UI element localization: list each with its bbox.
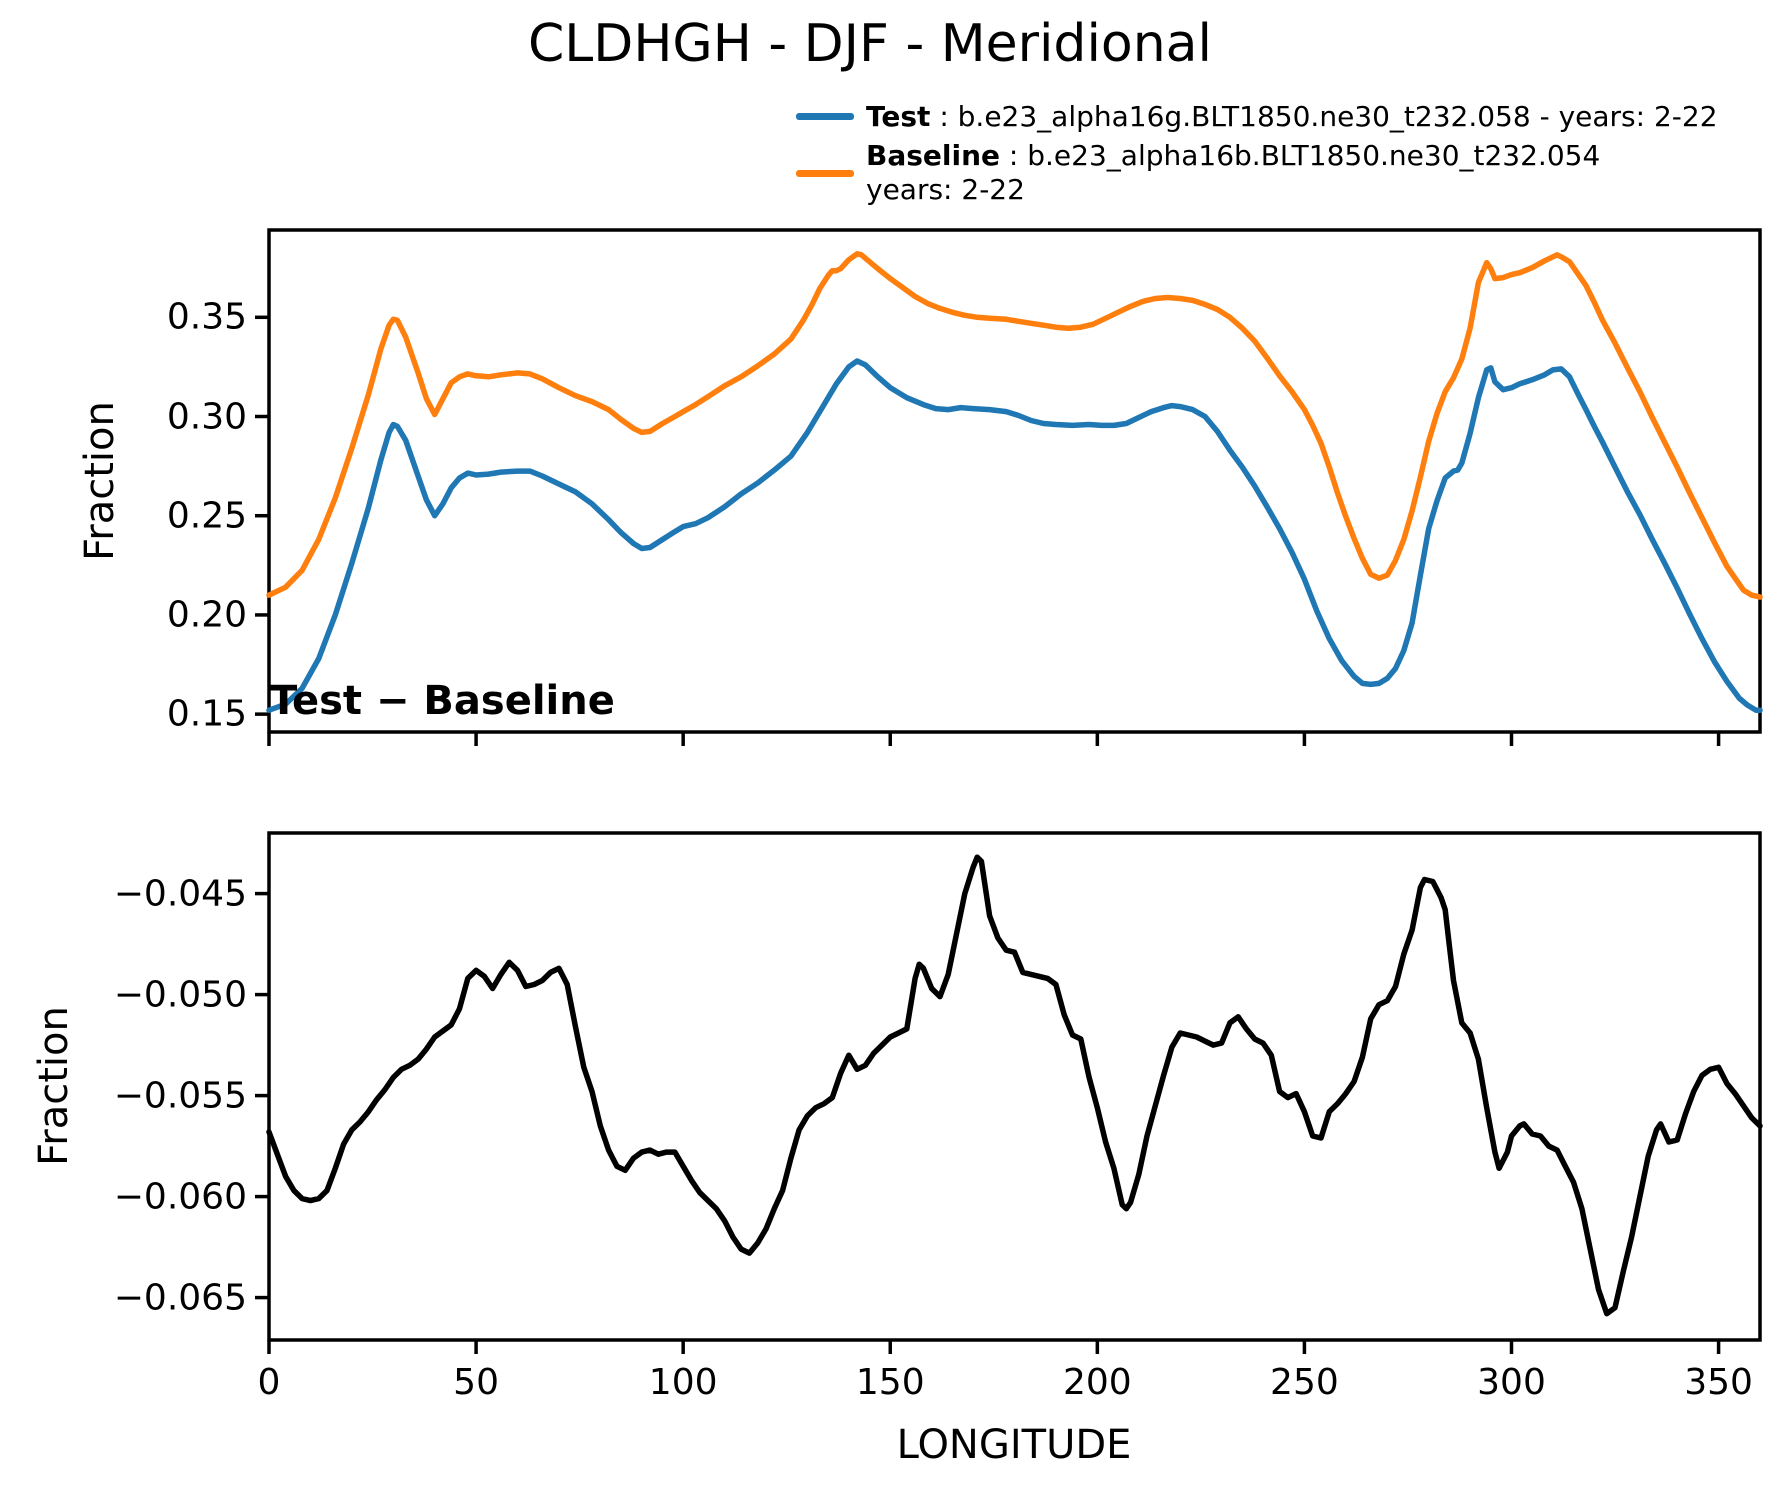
legend-entry-baseline: Baseline : b.e23_alpha16b.BLT1850.ne30_t… <box>796 139 1718 207</box>
series-line-baseline <box>266 251 1763 600</box>
top-yaxis-label: Fraction <box>77 401 123 561</box>
y-tick-label: −0.045 <box>113 873 247 915</box>
y-tick-label: 0.35 <box>166 296 247 338</box>
legend-text-baseline: Baseline : b.e23_alpha16b.BLT1850.ne30_t… <box>866 139 1601 206</box>
legend-text-test: Test : b.e23_alpha16g.BLT1850.ne30_t232.… <box>866 100 1718 133</box>
test-line-swatch <box>796 113 854 120</box>
x-tick-label: 0 <box>257 1362 281 1403</box>
page-title: CLDHGH - DJF - Meridional <box>528 14 1212 74</box>
axes-box-1 <box>267 831 1762 1342</box>
x-tick-label: 150 <box>855 1362 925 1403</box>
bottom-yaxis-label: Fraction <box>31 1006 77 1166</box>
xaxis-label: LONGITUDE <box>896 1422 1132 1468</box>
x-tick-label: 50 <box>453 1362 499 1403</box>
series-line-test-baseline <box>266 854 1763 1317</box>
y-tick-label: −0.065 <box>113 1277 247 1319</box>
x-tick-label: 300 <box>1477 1362 1546 1403</box>
y-tick-label: 0.25 <box>166 495 247 537</box>
x-tick-label: 350 <box>1684 1362 1753 1403</box>
y-tick-label: −0.050 <box>113 974 247 1016</box>
diff-subtitle: Test − Baseline <box>270 678 615 724</box>
series-line-test <box>266 358 1763 713</box>
y-tick-label: −0.055 <box>113 1075 247 1117</box>
y-tick-label: 0.30 <box>166 396 247 437</box>
legend: Test : b.e23_alpha16g.BLT1850.ne30_t232.… <box>796 100 1718 213</box>
y-tick-label: −0.060 <box>113 1176 247 1218</box>
legend-entry-test: Test : b.e23_alpha16g.BLT1850.ne30_t232.… <box>796 100 1718 133</box>
y-tick-label: 0.20 <box>166 594 247 636</box>
x-tick-label: 250 <box>1270 1362 1339 1403</box>
y-tick-label: 0.15 <box>166 693 247 735</box>
x-tick-label: 100 <box>648 1362 718 1403</box>
x-tick-label: 200 <box>1062 1362 1132 1403</box>
baseline-line-swatch <box>796 169 854 177</box>
axes-box-0 <box>267 228 1762 734</box>
